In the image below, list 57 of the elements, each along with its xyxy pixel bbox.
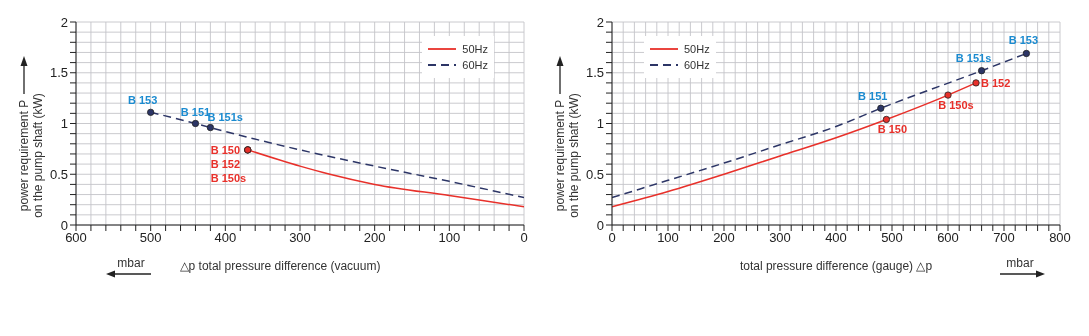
y-tick-label: 0 <box>60 217 68 233</box>
point <box>191 119 200 128</box>
x-tick-label: 0 <box>608 230 616 246</box>
point <box>877 104 885 112</box>
annotation: B 150s <box>938 99 974 112</box>
text: mbar <box>1006 256 1034 270</box>
legend-label: 60Hz <box>462 59 488 71</box>
point <box>244 146 252 154</box>
x-tick-label: 400 <box>825 230 847 246</box>
y-tick-label: 0.5 <box>585 166 604 182</box>
annotation: B 150 <box>877 123 908 136</box>
x-tick-label: 100 <box>657 230 679 246</box>
point <box>978 67 986 75</box>
x-axis-title: △p total pressure difference (vacuum) <box>179 259 381 273</box>
point <box>882 115 890 124</box>
x-axis-title: total pressure difference (gauge) △p <box>739 259 933 273</box>
y-tick-label: 1 <box>60 116 68 132</box>
point <box>972 79 980 87</box>
annotation: B 152 <box>210 157 241 170</box>
x-tick-label: 800 <box>1049 230 1071 246</box>
annotation: B 153 <box>1008 34 1039 47</box>
legend-label: 50Hz <box>684 43 710 55</box>
y-tick-label: 1.5 <box>585 65 604 81</box>
y-axis-title: power requirement P on the pump shaft (kW) <box>17 93 45 218</box>
x-tick-label: 300 <box>769 230 791 246</box>
x-tick-label: 600 <box>65 230 87 246</box>
y-tick-label: 2 <box>596 14 604 30</box>
x-tick-label: 600 <box>937 230 959 246</box>
y-tick-label: 1 <box>596 116 604 132</box>
annotation: B 150 <box>210 143 241 156</box>
annotation: B 151s <box>207 110 243 123</box>
point <box>147 108 155 116</box>
y-tick-label: 1.5 <box>49 65 68 81</box>
annotation: B 152 <box>981 76 1011 89</box>
point <box>1022 49 1030 58</box>
x-tick-label: 700 <box>993 230 1015 246</box>
point <box>206 123 214 132</box>
annotation: B 150s <box>210 171 247 184</box>
y-axis-title: power requirement P on the pump shaft (kW) <box>553 93 581 218</box>
y-tick-label: 0 <box>596 217 604 233</box>
x-tick-label: 100 <box>438 230 461 246</box>
annotation: B 153 <box>127 94 158 107</box>
x-tick-label: 200 <box>363 230 386 246</box>
y-tick-label: 0.5 <box>49 166 68 182</box>
legend-label: 50Hz <box>462 43 488 55</box>
x-tick-label: 400 <box>214 230 237 246</box>
x-tick-label: 0 <box>520 230 528 246</box>
y-tick-label: 2 <box>60 14 68 30</box>
x-tick-label: 200 <box>713 230 735 246</box>
annotation: B 151 <box>858 90 888 103</box>
point <box>944 91 952 99</box>
legend-label: 60Hz <box>684 59 710 71</box>
annotation: B 151s <box>955 51 992 64</box>
x-tick-label: 500 <box>139 230 162 246</box>
text: mbar <box>117 256 145 270</box>
x-tick-label: 300 <box>289 230 311 246</box>
x-tick-label: 500 <box>881 230 903 246</box>
